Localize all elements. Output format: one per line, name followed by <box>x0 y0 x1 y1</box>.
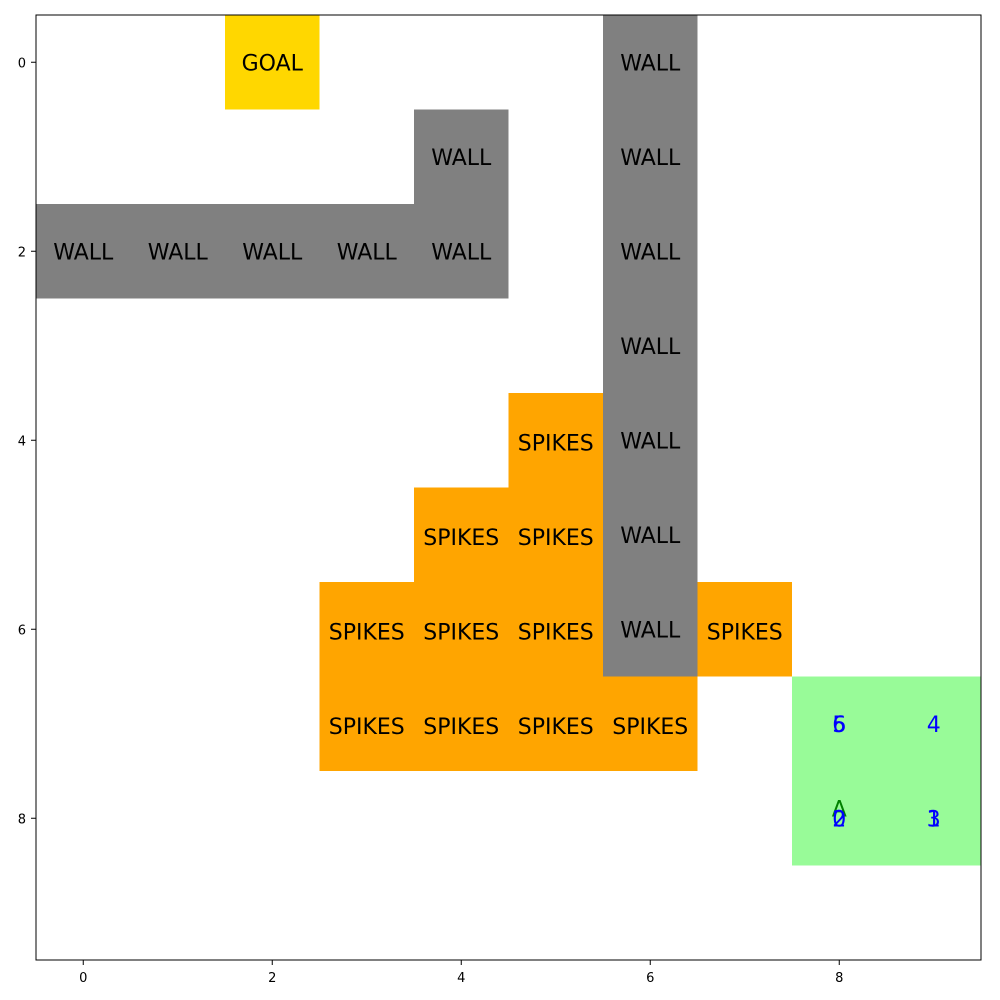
spikes-label: SPIKES <box>329 715 405 740</box>
step-label: 5 <box>832 713 846 738</box>
wall-label: WALL <box>620 618 681 643</box>
wall-label: WALL <box>431 146 492 171</box>
wall-cell <box>603 393 698 488</box>
steps-layer: A0 1 2 3 4 56 <box>832 713 941 833</box>
spikes-cell <box>414 676 509 771</box>
wall-cell <box>603 204 698 299</box>
cells-layer: GOAL WALL WALL WALL WALL WALL WALL WALL WALL WALL… <box>36 15 981 866</box>
wall-label: WALL <box>620 240 681 265</box>
wall-label: WALL <box>53 240 114 265</box>
wall-cell <box>319 204 414 299</box>
spikes-label: SPIKES <box>423 620 499 645</box>
x-tick-label: 8 <box>835 971 843 986</box>
wall-label: WALL <box>620 429 681 454</box>
y-tick-label: 0 <box>18 56 26 71</box>
y-tick-label: 6 <box>18 623 26 638</box>
wall-label: WALL <box>431 240 492 265</box>
wall-label: WALL <box>620 51 681 76</box>
goal-cell <box>225 15 320 110</box>
wall-label: WALL <box>620 146 681 171</box>
agent-marker: A <box>832 797 847 822</box>
spikes-cell <box>414 487 509 582</box>
goal-label: GOAL <box>242 51 304 76</box>
spikes-cell <box>508 582 603 677</box>
y-tick-label: 4 <box>18 434 26 449</box>
path-cell <box>886 771 981 866</box>
spikes-cell <box>319 582 414 677</box>
spikes-label: SPIKES <box>707 620 783 645</box>
spikes-cell <box>508 393 603 488</box>
wall-label: WALL <box>620 335 681 360</box>
x-tick-label: 0 <box>79 971 87 986</box>
wall-label: WALL <box>620 524 681 549</box>
wall-cell <box>603 582 698 677</box>
spikes-cell <box>603 676 698 771</box>
path-cell <box>792 676 887 771</box>
spikes-cell <box>414 582 509 677</box>
spikes-label: SPIKES <box>518 526 594 551</box>
wall-cell <box>603 487 698 582</box>
wall-cell <box>36 204 131 299</box>
wall-label: WALL <box>242 240 303 265</box>
spikes-cell <box>697 582 792 677</box>
spikes-label: SPIKES <box>518 620 594 645</box>
wall-cell <box>225 204 320 299</box>
y-tick-label: 2 <box>18 245 26 260</box>
step-label: 3 <box>927 807 941 832</box>
wall-label: WALL <box>337 240 398 265</box>
wall-cell <box>414 109 509 204</box>
spikes-label: SPIKES <box>329 620 405 645</box>
path-cell <box>886 676 981 771</box>
wall-cell <box>130 204 225 299</box>
x-tick-label: 2 <box>268 971 276 986</box>
step-label: 0 <box>832 807 846 832</box>
spikes-cell <box>508 676 603 771</box>
wall-cell <box>603 109 698 204</box>
step-label: 4 <box>927 713 941 738</box>
spikes-label: SPIKES <box>612 715 688 740</box>
x-tick-label: 6 <box>646 971 654 986</box>
wall-label: WALL <box>148 240 209 265</box>
wall-cell <box>603 15 698 110</box>
y-tick-label: 8 <box>18 812 26 827</box>
spikes-label: SPIKES <box>423 715 499 740</box>
step-label: 2 <box>832 807 846 832</box>
spikes-label: SPIKES <box>518 715 594 740</box>
x-tick-label: 4 <box>457 971 465 986</box>
step-label: 1 <box>927 807 941 832</box>
spikes-cell <box>508 487 603 582</box>
plot-frame <box>35 14 982 961</box>
wall-cell <box>603 298 698 393</box>
spikes-label: SPIKES <box>423 526 499 551</box>
spikes-cell <box>319 676 414 771</box>
step-label: 6 <box>832 713 846 738</box>
path-cell <box>792 771 887 866</box>
wall-cell <box>414 204 509 299</box>
spikes-label: SPIKES <box>518 431 594 456</box>
